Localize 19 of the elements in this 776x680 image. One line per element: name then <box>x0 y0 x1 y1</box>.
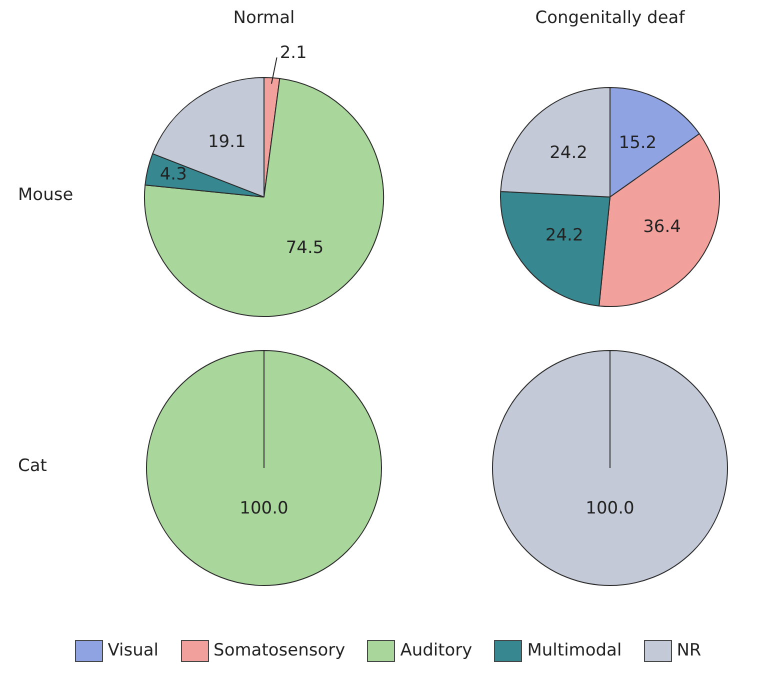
data-label: 15.2 <box>618 132 657 153</box>
text: Cat <box>18 456 47 476</box>
data-label: 19.1 <box>208 132 246 152</box>
data-label: 36.4 <box>643 216 681 237</box>
data-label: 24.2 <box>545 226 584 246</box>
legend-label: Multimodal <box>526 640 622 662</box>
legend-label: Auditory <box>399 640 472 662</box>
data-label: 100.0 <box>240 498 288 519</box>
legend-label: Somatosensory <box>212 640 346 662</box>
legend-label: Visual <box>106 640 159 662</box>
data-label: 100.0 <box>586 498 634 519</box>
chart-title: Congenitally deaf <box>534 8 686 28</box>
text: Mouse <box>18 185 74 205</box>
chart-title: Normal <box>232 8 296 28</box>
data-label: 24.2 <box>550 142 588 163</box>
data-label: 74.5 <box>286 238 324 258</box>
legend-label: NR <box>676 640 702 662</box>
data-label: 2.1 <box>280 42 307 63</box>
data-label: 4.3 <box>160 164 187 185</box>
